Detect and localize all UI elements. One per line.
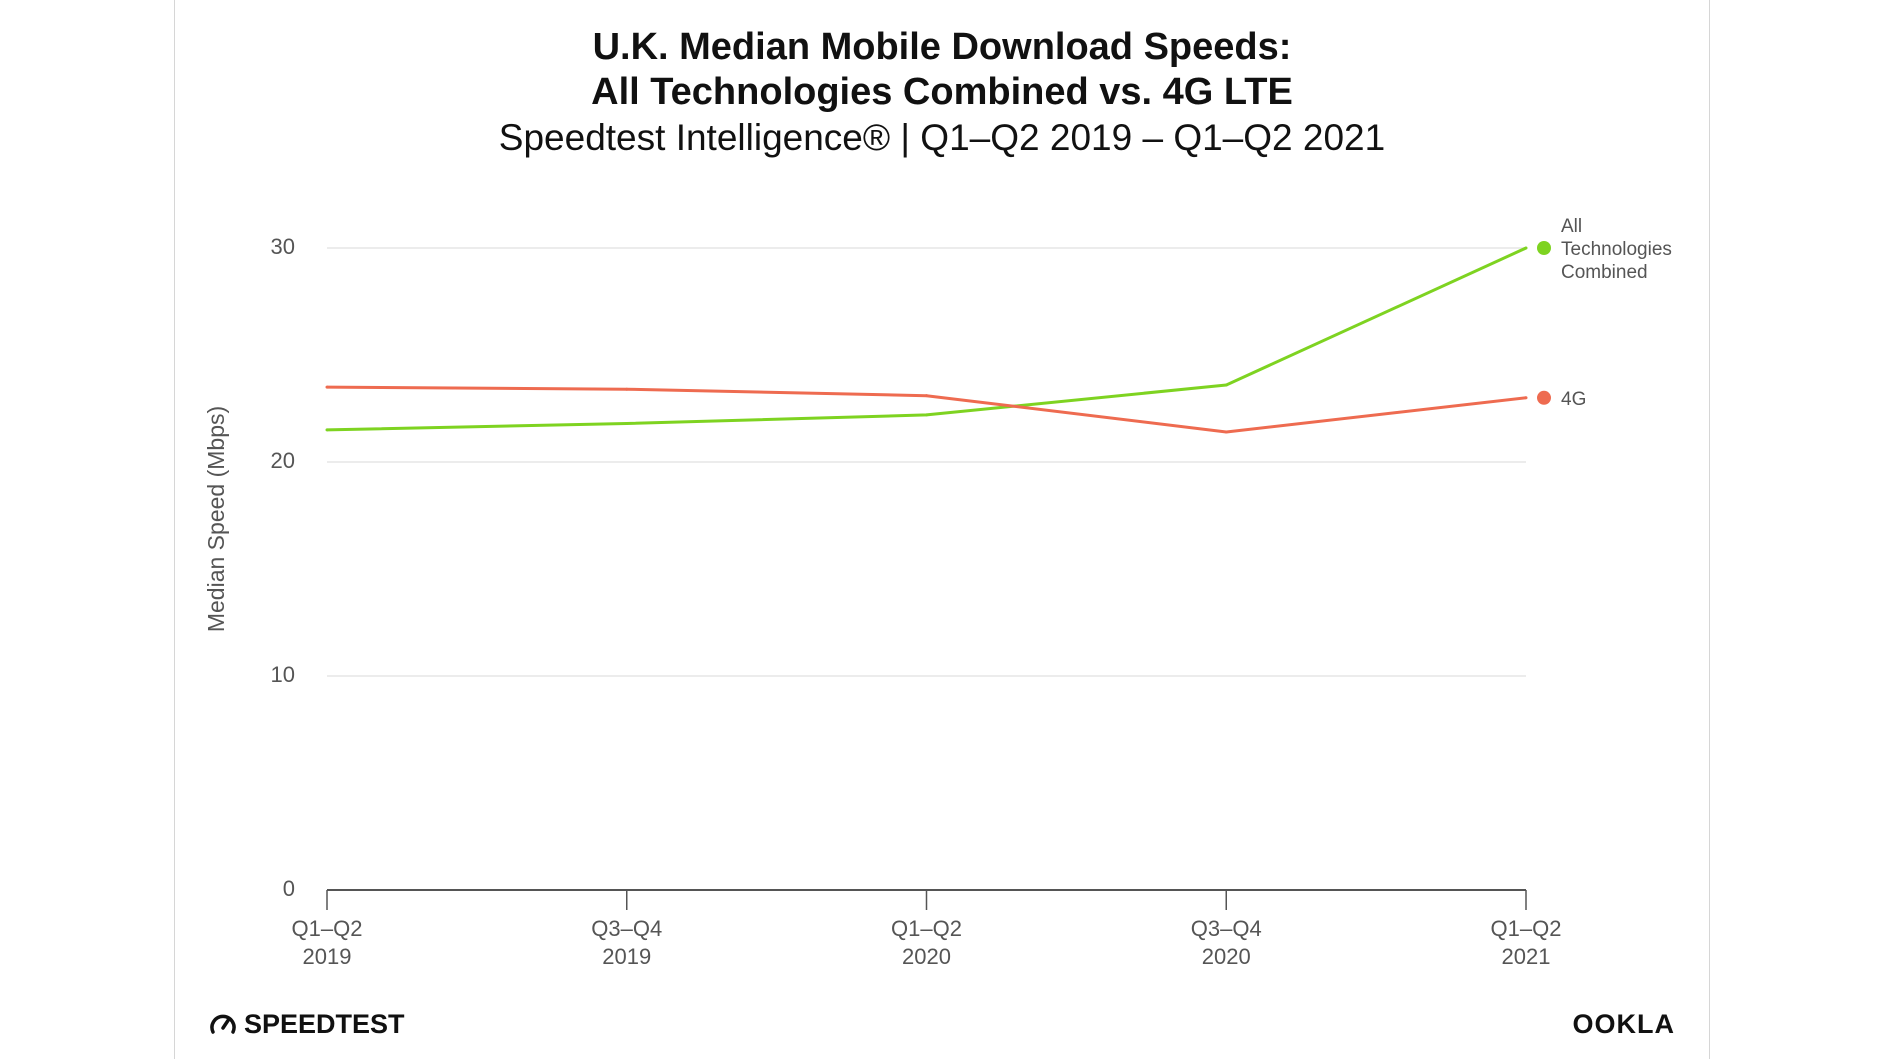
x-axis: Q1–Q2 2019 Q3–Q4 2019 Q1–Q2 2020 Q3–Q4 2020 Q1–Q… [292,889,1562,969]
y-tick-label: 20 [271,448,295,473]
x-tick-label-period: Q1–Q2 [891,916,962,941]
data-point [325,385,329,389]
grid-lines [327,247,1526,677]
chart-title-line2: All Technologies Combined vs. 4G LTE [591,71,1293,113]
series-lines [325,246,1528,434]
chart-frame [174,0,1710,1059]
x-tick-label-year: 2020 [902,944,951,969]
series-line-0 [326,246,1527,432]
chart-title-line1: U.K. Median Mobile Download Speeds: [593,26,1292,68]
x-tick-label-period: Q1–Q2 [1491,916,1562,941]
x-tick-label-year: 2019 [303,944,352,969]
legend-dot-0 [1537,241,1551,255]
y-tick-labels: 0 10 20 30 [271,234,295,901]
x-tick-label-year: 2019 [602,944,651,969]
data-point [625,387,629,391]
y-tick-label: 0 [283,876,295,901]
data-point [1524,246,1528,250]
x-tick-label-year: 2021 [1502,944,1551,969]
legend-label: All [1561,216,1582,237]
data-point [1224,430,1228,434]
legend-dot-1 [1537,390,1551,405]
data-point [325,428,329,432]
data-point [1524,396,1528,400]
x-tick-label-period: Q1–Q2 [292,916,363,941]
data-point [1224,383,1228,387]
data-point [925,413,928,417]
data-point [925,394,928,398]
x-tick-label-period: Q3–Q4 [1191,916,1262,941]
speedtest-wordmark: SPEEDTEST [244,1009,405,1039]
y-tick-label: 10 [271,662,295,687]
ookla-wordmark: OOKLA [1573,1009,1676,1039]
speedtest-logo: SPEEDTEST [210,1009,405,1039]
legend-label: 4G [1561,389,1586,410]
x-tick-label-period: Q3–Q4 [591,916,662,941]
legend-label: Combined [1561,262,1648,283]
data-point [625,421,629,425]
legend-label: Technologies [1561,239,1672,260]
chart-subtitle: Speedtest Intelligence® | Q1–Q2 2019 – Q… [499,117,1385,158]
x-tick-label-year: 2020 [1202,944,1251,969]
y-tick-label: 30 [271,234,295,259]
gauge-icon [210,1014,236,1034]
y-axis-label: Median Speed (Mbps) [203,406,229,632]
